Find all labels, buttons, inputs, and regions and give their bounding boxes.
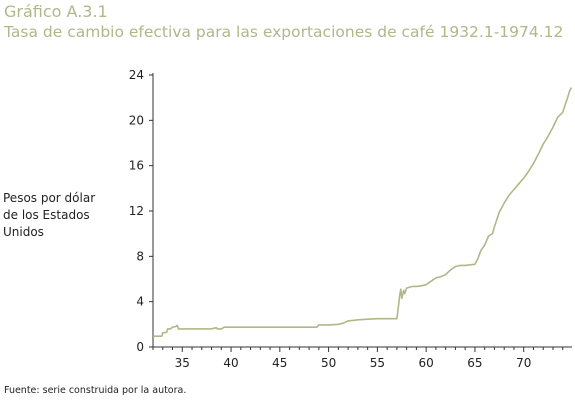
x-tick-label: 35 [175, 356, 190, 370]
x-tick-label: 65 [467, 356, 482, 370]
axes [152, 73, 572, 348]
chart-title: Tasa de cambio efectiva para las exporta… [4, 23, 564, 41]
y-tick-label: 20 [129, 113, 144, 127]
series-line-1 [153, 87, 573, 338]
x-tick-label: 40 [223, 356, 238, 370]
x-tick-label: 50 [321, 356, 336, 370]
x-tick-label: 55 [370, 356, 385, 370]
y-tick-label: 24 [129, 68, 144, 82]
y-tick-label: 16 [129, 159, 144, 173]
x-tick-label: 45 [272, 356, 287, 370]
figure-title-block: Gráfico A.3.1 Tasa de cambio efectiva pa… [4, 2, 563, 42]
y-tick-label: 8 [136, 249, 144, 263]
x-tick-label: 60 [419, 356, 434, 370]
y-tick-label: 12 [129, 204, 144, 218]
x-tick-label: 70 [516, 356, 531, 370]
ticks: 0 4 8 12 16 20 24 35 40 45 50 55 60 65 70 [129, 68, 564, 370]
y-tick-label: 0 [136, 340, 144, 354]
series-group [153, 87, 573, 338]
figure-label: Gráfico A.3.1 [4, 2, 108, 21]
source-note: Fuente: serie construida por la autora. [4, 385, 187, 396]
y-tick-label: 4 [136, 295, 144, 309]
y-axis-label: Pesos por dólar de los Estados Unidos [3, 191, 96, 239]
